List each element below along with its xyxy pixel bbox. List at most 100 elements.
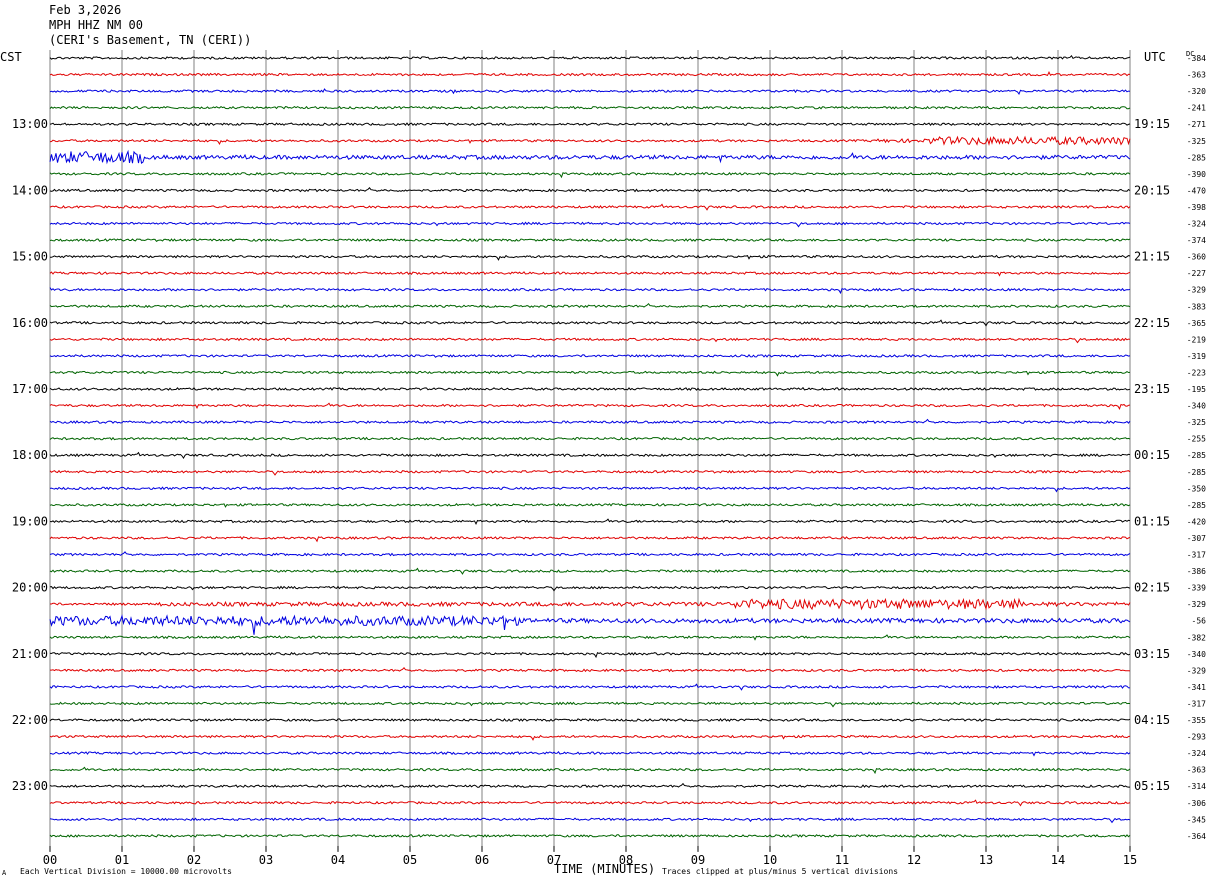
scale-note: Each Vertical Division = 10000.00 microv… xyxy=(20,867,232,876)
trace-row-5 xyxy=(49,135,1131,147)
dc-offset-label: -255 xyxy=(1187,435,1206,444)
left-hour-label: 18:00 xyxy=(12,448,48,462)
trace-row-45 xyxy=(49,799,1131,807)
trace-row-27 xyxy=(49,502,1131,508)
x-tick-label-14: 14 xyxy=(1051,853,1065,867)
dc-offset-label: -360 xyxy=(1187,253,1206,262)
dc-offset-label: -329 xyxy=(1187,286,1206,295)
x-tick-label-07: 07 xyxy=(547,853,561,867)
trace-row-25 xyxy=(49,469,1131,476)
dc-offset-label: -319 xyxy=(1187,352,1206,361)
dc-offset-label: -195 xyxy=(1187,385,1206,394)
x-axis-ticks: 00 01 02 03 04 05 06 07 08 09 10 11 12 13 14 15 xyxy=(43,845,1137,867)
dc-offset-label: -293 xyxy=(1187,733,1206,742)
x-tick-label-05: 05 xyxy=(403,853,417,867)
right-timezone-label: UTC xyxy=(1144,50,1166,64)
dc-offset-label: -384 xyxy=(1187,54,1206,63)
x-tick-label-15: 15 xyxy=(1123,853,1137,867)
trace-row-46 xyxy=(49,817,1131,824)
left-hour-label: 20:00 xyxy=(12,581,48,595)
dc-offset-label: -398 xyxy=(1187,203,1206,212)
dc-offset-label: -350 xyxy=(1187,484,1206,493)
right-hour-label: 05:15 xyxy=(1134,779,1170,793)
dc-offset-label: -365 xyxy=(1187,319,1206,328)
trace-row-11 xyxy=(49,238,1131,242)
left-hour-labels: 13:00 14:00 15:00 16:00 17:00 18:00 19:00 20:00… xyxy=(12,117,48,793)
location-label: (CERI's Basement, TN (CERI)) xyxy=(49,33,252,47)
trace-row-35 xyxy=(49,634,1131,641)
dc-offset-label: -329 xyxy=(1187,600,1206,609)
dc-offset-label: -355 xyxy=(1187,716,1206,725)
station-label: MPH HHZ NM 00 xyxy=(49,18,143,32)
trace-row-21 xyxy=(49,402,1131,410)
trace-row-10 xyxy=(49,221,1131,228)
trace-row-29 xyxy=(49,536,1131,543)
trace-row-47 xyxy=(49,833,1131,838)
trace-row-37 xyxy=(50,667,1131,673)
dc-offset-label: -227 xyxy=(1187,269,1206,278)
corner-mark: A xyxy=(2,869,7,877)
right-hour-label: 04:15 xyxy=(1134,713,1170,727)
right-hour-label: 20:15 xyxy=(1134,183,1170,197)
dc-offset-label: -314 xyxy=(1187,782,1206,791)
dc-offset-label: -339 xyxy=(1187,584,1206,593)
trace-row-43 xyxy=(49,766,1131,775)
right-hour-label: 00:15 xyxy=(1134,448,1170,462)
right-hour-label: 02:15 xyxy=(1134,581,1170,595)
dc-offset-label: -470 xyxy=(1187,186,1206,195)
trace-row-38 xyxy=(49,683,1131,691)
dc-offset-label: -317 xyxy=(1187,699,1206,708)
trace-row-16 xyxy=(49,319,1131,327)
x-tick-label-09: 09 xyxy=(691,853,705,867)
trace-row-3 xyxy=(49,105,1131,110)
left-hour-label: 19:00 xyxy=(12,514,48,528)
dc-offset-label: -285 xyxy=(1187,468,1206,477)
x-tick-label-10: 10 xyxy=(763,853,777,867)
trace-row-24 xyxy=(49,451,1131,460)
trace-row-34 xyxy=(49,614,1131,635)
x-tick-label-08: 08 xyxy=(619,853,633,867)
dc-offset-label: -241 xyxy=(1187,104,1206,113)
left-timezone-label: CST xyxy=(0,50,22,64)
dc-offset-label: -271 xyxy=(1187,120,1206,129)
left-hour-label: 22:00 xyxy=(12,713,48,727)
dc-offset-label: -374 xyxy=(1187,236,1206,245)
x-axis-title: TIME (MINUTES) xyxy=(554,862,656,876)
dc-offset-label: -285 xyxy=(1187,153,1206,162)
dc-offset-label: -386 xyxy=(1187,567,1206,576)
trace-row-13 xyxy=(49,271,1131,277)
right-hour-label: 01:15 xyxy=(1134,514,1170,528)
left-hour-label: 14:00 xyxy=(12,183,48,197)
x-tick-label-03: 03 xyxy=(259,853,273,867)
x-tick-label-06: 06 xyxy=(475,853,489,867)
trace-row-6 xyxy=(49,149,1131,165)
trace-row-14 xyxy=(49,287,1131,295)
right-hour-label: 22:15 xyxy=(1134,316,1170,330)
x-tick-label-12: 12 xyxy=(907,853,921,867)
left-hour-label: 15:00 xyxy=(12,250,48,264)
dc-offset-label: -219 xyxy=(1187,335,1206,344)
trace-row-15 xyxy=(49,302,1131,309)
date-label: Feb 3,2026 xyxy=(49,3,122,17)
trace-row-7 xyxy=(49,171,1131,179)
left-hour-label: 21:00 xyxy=(12,647,48,661)
trace-row-18 xyxy=(49,353,1131,358)
dc-offset-label: -345 xyxy=(1187,815,1206,824)
right-hour-label: 03:15 xyxy=(1134,647,1170,661)
left-hour-label: 17:00 xyxy=(12,382,48,396)
dc-offset-labels: -384 -363 -320 -241 -271 -325 -285 -390 -470 -398… xyxy=(1187,54,1206,841)
trace-row-36 xyxy=(49,651,1131,659)
dc-offset-label: -324 xyxy=(1187,749,1206,758)
x-tick-label-04: 04 xyxy=(331,853,345,867)
dc-offset-label: -364 xyxy=(1187,832,1206,841)
trace-row-1 xyxy=(49,71,1131,77)
dc-offset-label: -340 xyxy=(1187,402,1206,411)
dc-offset-label: -56 xyxy=(1192,617,1207,626)
trace-row-42 xyxy=(49,751,1131,757)
right-hour-label: 19:15 xyxy=(1134,117,1170,131)
trace-row-2 xyxy=(49,88,1131,96)
trace-row-44 xyxy=(49,782,1130,789)
dc-offset-label: -383 xyxy=(1187,302,1206,311)
dc-offset-label: -363 xyxy=(1187,766,1206,775)
left-hour-label: 16:00 xyxy=(12,316,48,330)
